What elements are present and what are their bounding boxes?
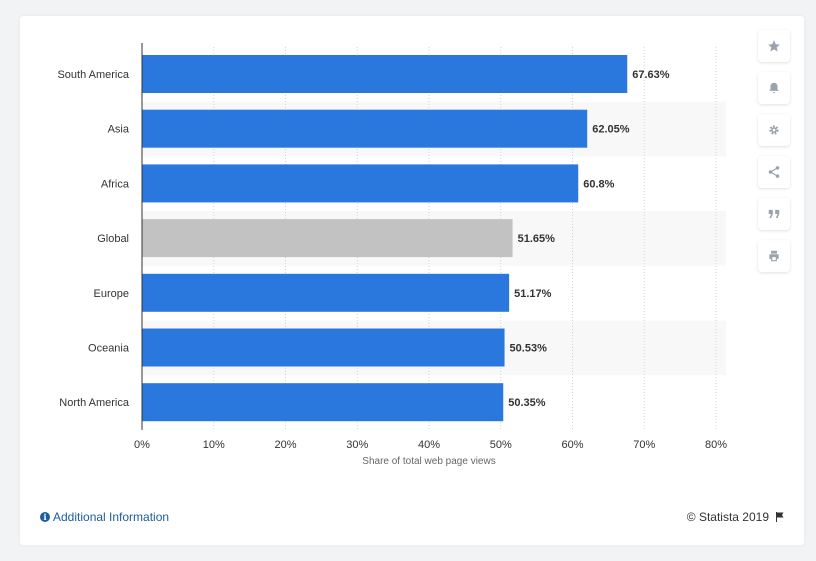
- additional-information-link[interactable]: i Additional Information: [40, 510, 169, 524]
- x-tick-label: 20%: [274, 439, 296, 451]
- x-tick-label: 80%: [705, 439, 727, 451]
- gear-icon: [769, 125, 779, 135]
- flag-icon[interactable]: [774, 511, 786, 523]
- data-label: 51.17%: [514, 288, 552, 300]
- x-tick-label: 50%: [490, 439, 512, 451]
- favorite-button[interactable]: [758, 30, 790, 62]
- data-label: 60.8%: [583, 178, 614, 190]
- share-button[interactable]: [758, 156, 790, 188]
- bar-asia: [142, 109, 588, 148]
- x-tick-label: 60%: [561, 439, 583, 451]
- bar-south-america: [142, 55, 628, 93]
- x-axis-title: Share of total web page views: [362, 456, 495, 467]
- x-tick-label: 40%: [418, 439, 440, 451]
- x-tick-label: 70%: [633, 439, 655, 451]
- data-label: 51.65%: [518, 233, 556, 245]
- copyright-text: © Statista 2019: [686, 510, 769, 524]
- bar-africa: [142, 164, 579, 203]
- category-label: South America: [57, 69, 129, 81]
- category-label: Africa: [101, 178, 130, 190]
- x-tick-label: 30%: [346, 439, 368, 451]
- star-icon: [768, 40, 780, 52]
- bar-chart: South America 67.63% Asia 62.05% Africa 60.8%…: [57, 43, 727, 467]
- cite-button[interactable]: [758, 198, 790, 230]
- data-label: 50.53%: [510, 343, 548, 355]
- settings-button[interactable]: [758, 114, 790, 146]
- quote-icon: [768, 209, 780, 219]
- bar-north-america: [142, 383, 504, 422]
- side-toolbar: [758, 30, 790, 282]
- category-label: Global: [97, 233, 129, 245]
- data-label: 50.35%: [508, 397, 546, 409]
- category-label: North America: [59, 397, 130, 409]
- x-tick-label: 10%: [203, 439, 225, 451]
- bar-global: [142, 219, 513, 258]
- print-icon: [769, 250, 779, 262]
- print-button[interactable]: [758, 240, 790, 272]
- info-icon: i: [40, 512, 50, 522]
- bell-icon: [769, 82, 779, 94]
- additional-information-label: Additional Information: [53, 510, 170, 524]
- data-label: 67.63%: [632, 69, 670, 81]
- bar-europe: [142, 273, 510, 312]
- notification-button[interactable]: [758, 72, 790, 104]
- share-icon: [768, 166, 780, 178]
- x-tick-label: 0%: [134, 439, 150, 451]
- bar-oceania: [142, 328, 505, 367]
- data-label: 62.05%: [592, 124, 630, 136]
- copyright: © Statista 2019: [687, 510, 786, 524]
- category-label: Europe: [94, 288, 129, 300]
- chart-card: South America 67.63% Asia 62.05% Africa 60.8%…: [20, 16, 804, 545]
- category-label: Oceania: [88, 343, 130, 355]
- category-label: Asia: [108, 124, 130, 136]
